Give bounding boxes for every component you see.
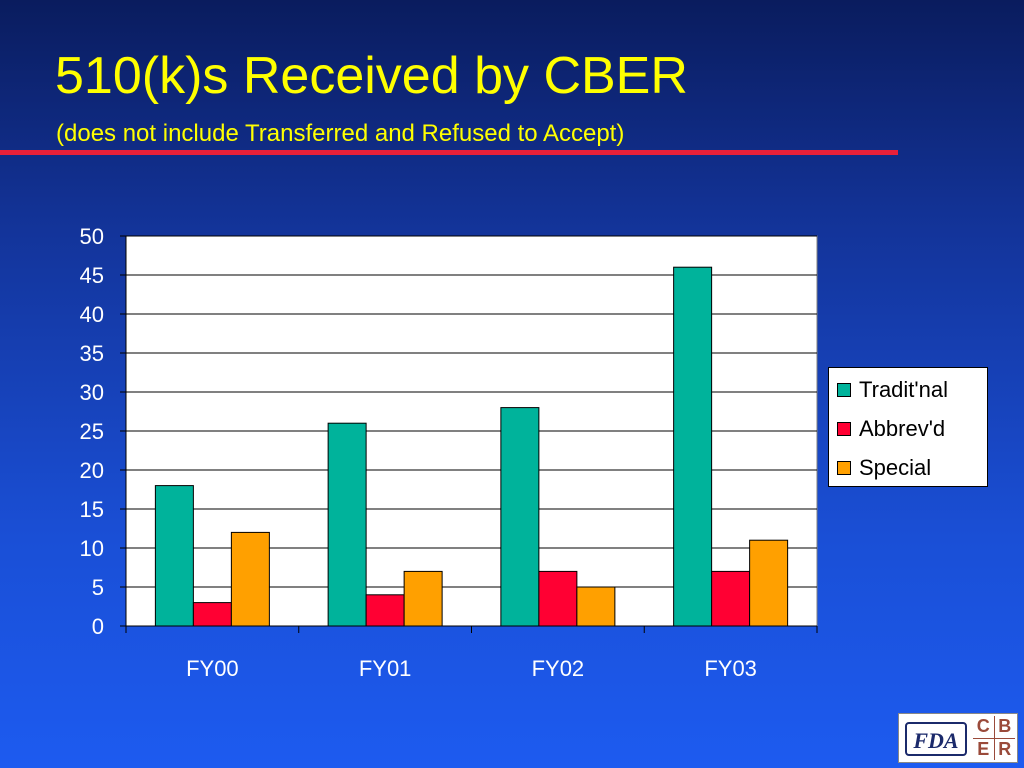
bar xyxy=(192,602,232,627)
y-tick-label: 0 xyxy=(92,614,104,639)
legend-label-abbreviated: Abbrev'd xyxy=(859,416,946,441)
bar xyxy=(327,422,367,627)
bar xyxy=(230,531,270,627)
legend-label-special: Special xyxy=(859,455,932,480)
logo-letter: C xyxy=(973,716,994,738)
fda-cber-logo: FDA C B E R xyxy=(898,713,1018,763)
legend-swatch-traditional xyxy=(837,383,851,397)
bar xyxy=(673,266,713,627)
chart-legend: Tradit'nal Abbrev'd Special xyxy=(828,367,988,487)
logo-letter: R xyxy=(994,738,1015,760)
x-tick-label: FY00 xyxy=(186,656,239,681)
legend-item-abbreviated: Abbrev'd xyxy=(837,416,946,441)
logo-cber-grid: C B E R xyxy=(973,716,1015,760)
bar xyxy=(538,570,578,627)
bar xyxy=(365,594,405,627)
legend-item-traditional: Tradit'nal xyxy=(837,377,948,402)
slide-subtitle: (does not include Transferred and Refuse… xyxy=(56,120,625,147)
y-tick-label: 45 xyxy=(80,263,104,288)
bar xyxy=(711,570,751,627)
logo-letter: E xyxy=(973,738,994,760)
y-tick-label: 50 xyxy=(80,224,104,249)
bar xyxy=(500,407,540,627)
bar xyxy=(154,485,194,627)
x-tick-label: FY03 xyxy=(704,656,757,681)
bar xyxy=(403,570,443,627)
slide-title: 510(k)s Received by CBER xyxy=(55,47,688,105)
legend-swatch-special xyxy=(837,461,851,475)
y-tick-label: 35 xyxy=(80,341,104,366)
x-tick-label: FY02 xyxy=(532,656,585,681)
logo-fda-text: FDA xyxy=(905,722,967,756)
legend-item-special: Special xyxy=(837,455,932,480)
y-tick-label: 25 xyxy=(80,419,104,444)
y-tick-label: 30 xyxy=(80,380,104,405)
legend-label-traditional: Tradit'nal xyxy=(859,377,948,402)
logo-letter: B xyxy=(994,716,1015,738)
y-tick-label: 15 xyxy=(80,497,104,522)
title-divider xyxy=(0,150,898,155)
bar xyxy=(576,586,616,627)
legend-swatch-abbreviated xyxy=(837,422,851,436)
y-tick-label: 40 xyxy=(80,302,104,327)
bar xyxy=(749,539,789,627)
y-tick-label: 5 xyxy=(92,575,104,600)
y-tick-label: 10 xyxy=(80,536,104,561)
y-tick-label: 20 xyxy=(80,458,104,483)
x-tick-label: FY01 xyxy=(359,656,412,681)
